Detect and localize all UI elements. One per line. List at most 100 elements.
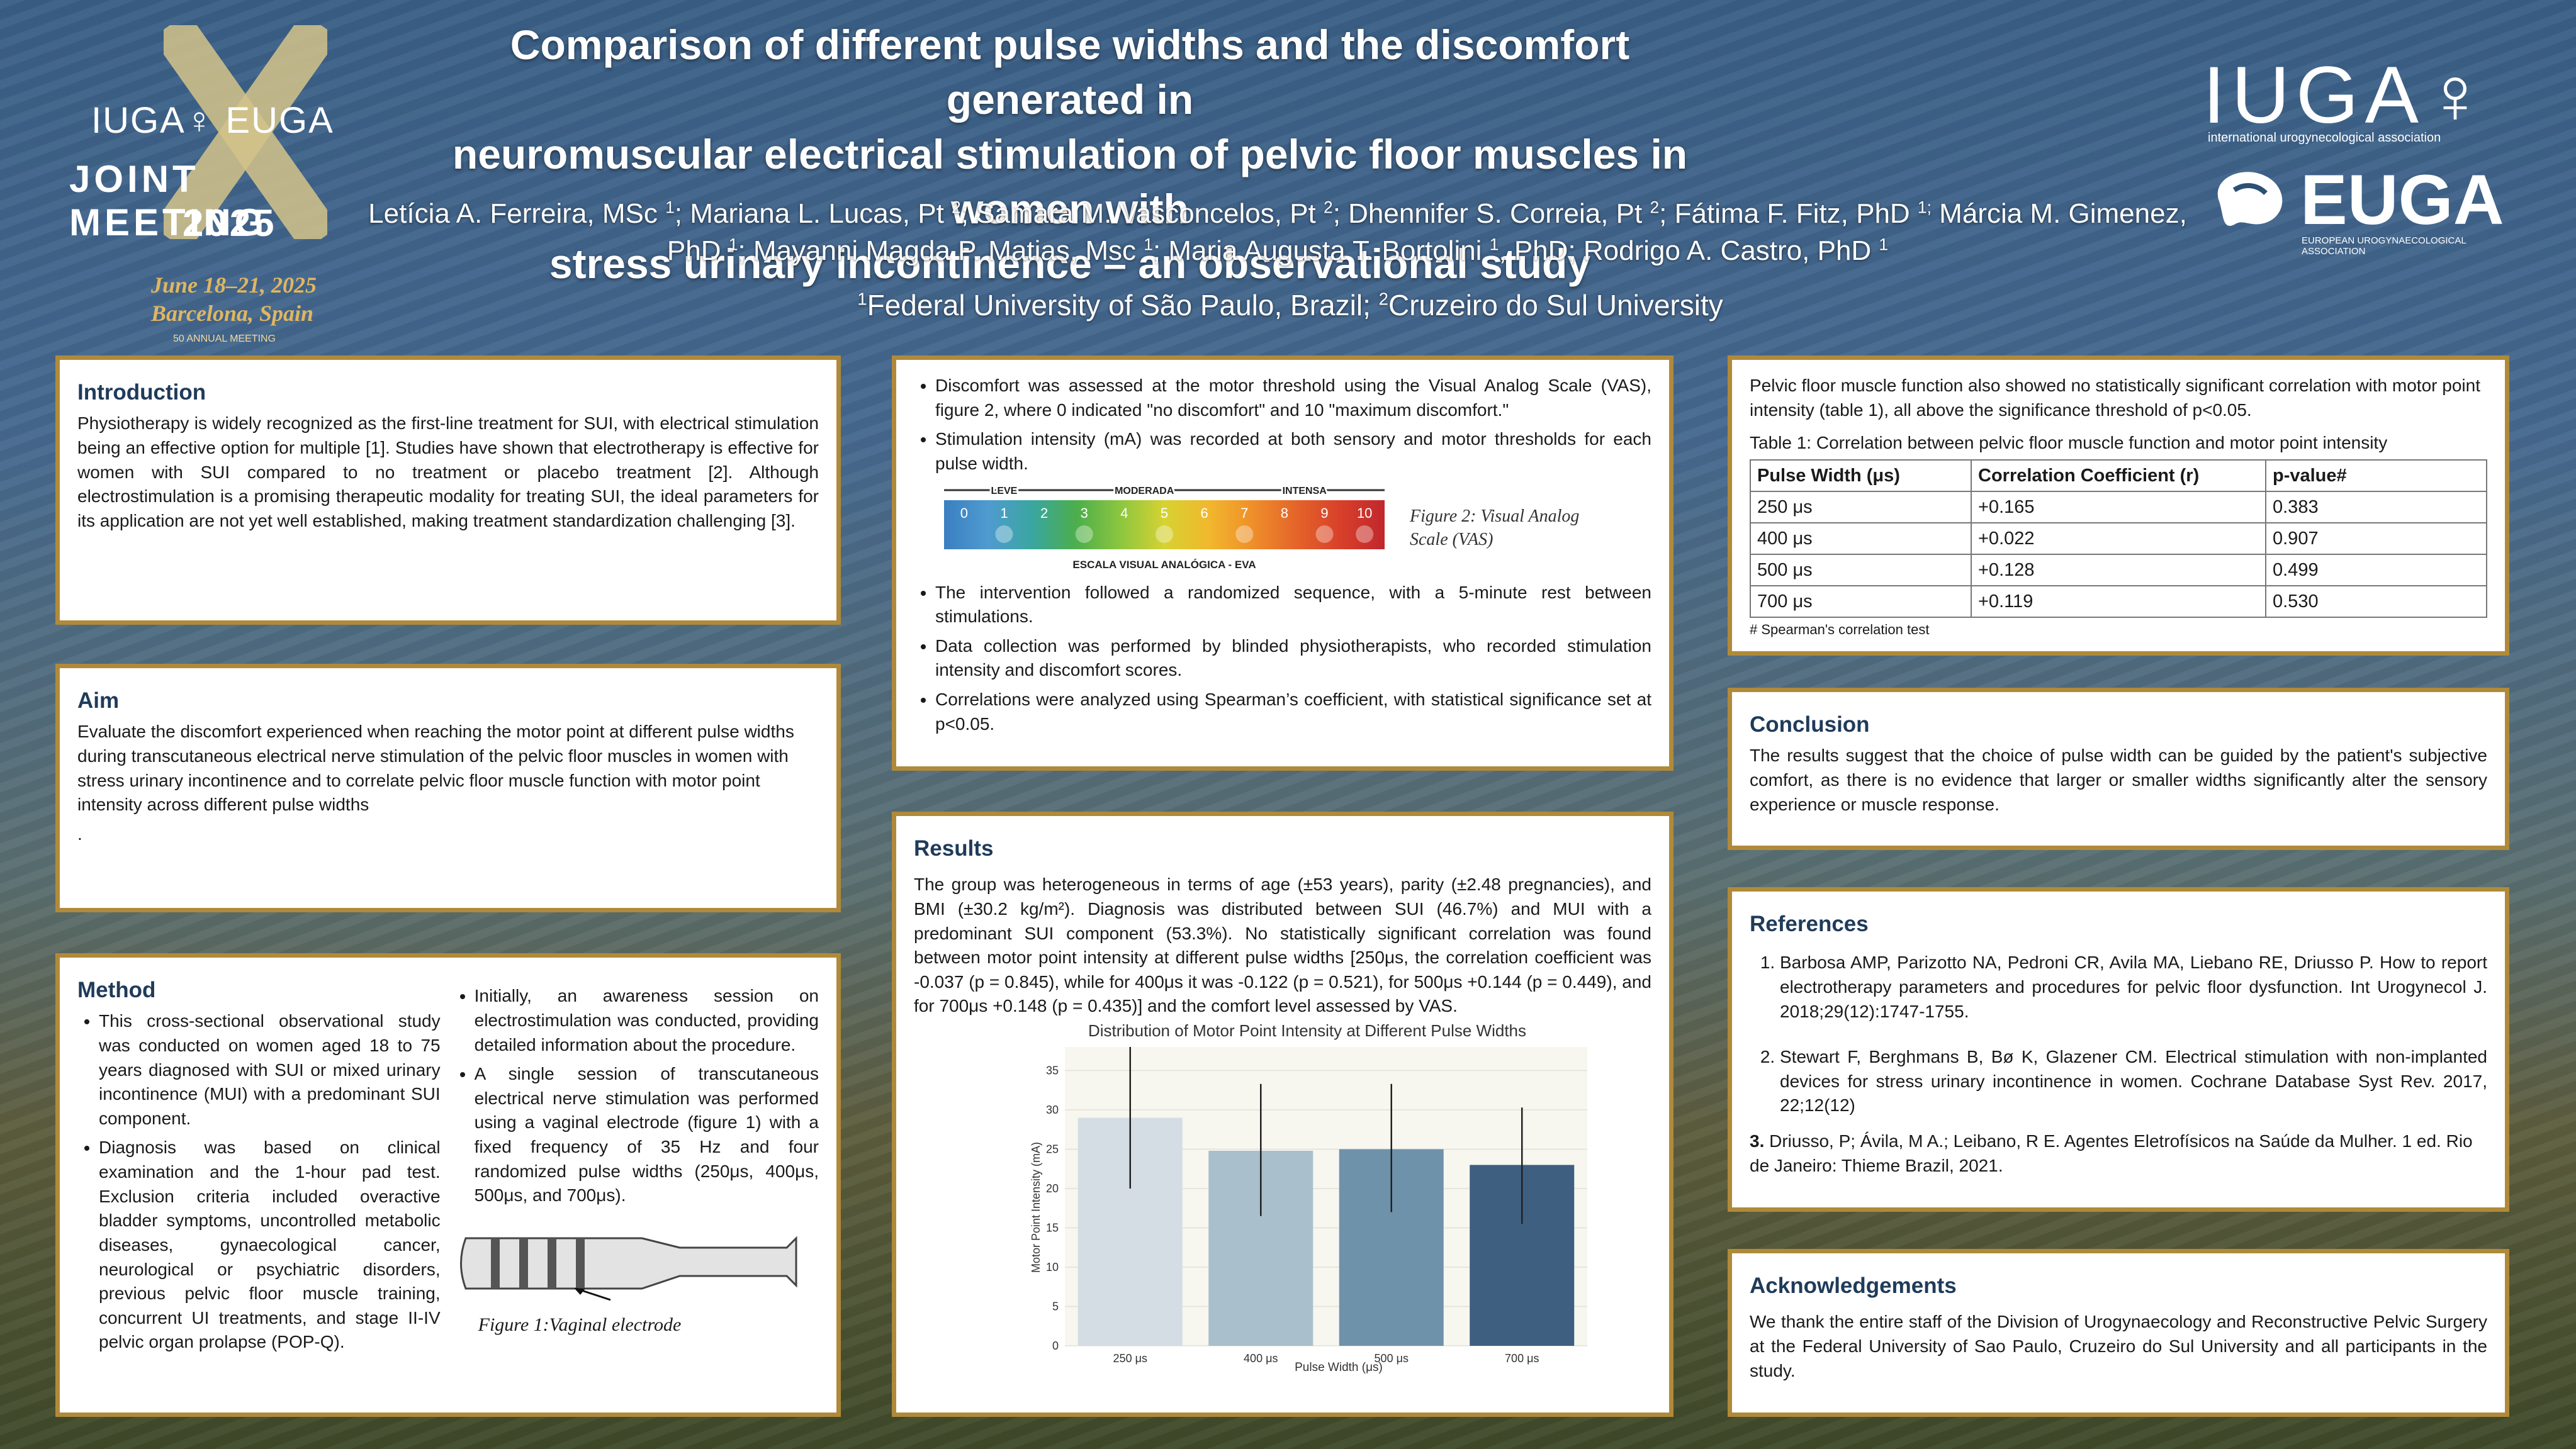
table-cell: 250 μs — [1750, 490, 1972, 523]
vas-face-icon — [1075, 525, 1093, 543]
author-name: Samara M. Vasconcelos, Pt — [976, 198, 1324, 229]
aim-heading: Aim — [77, 688, 120, 713]
affil-2: Cruzeiro do Sul University — [1388, 289, 1723, 322]
references-heading: References — [1750, 912, 1869, 936]
title-line-2: neuromuscular electrical stimulation of … — [452, 131, 1688, 233]
euga-logo: EUGA EUROPEAN UROGYNAECOLOGICAL ASSOCIAT… — [2206, 160, 2508, 257]
table-note: # Spearman's correlation test — [1750, 621, 1930, 637]
introduction-section: Introduction Physiotherapy is widely rec… — [55, 355, 841, 625]
author-affiliation-sup: 1 — [1879, 235, 1889, 254]
affil-1: Federal University of São Paulo, Brazil; — [867, 289, 1379, 322]
vas-number: 7 — [1240, 505, 1248, 521]
logo-year-text: 2025 — [183, 202, 277, 244]
vas-number: 10 — [1357, 505, 1372, 521]
title-line-1: Comparison of different pulse widths and… — [510, 21, 1630, 123]
y-tick-label: 5 — [1052, 1301, 1059, 1313]
pfm-table-section: Pelvic floor muscle function also showed… — [1728, 355, 2509, 656]
logo-joint-meeting-text: JOINT MEETING — [69, 158, 268, 243]
acknowledgements-section: Acknowledgements We thank the entire sta… — [1728, 1249, 2509, 1417]
method-bullet: Diagnosis was based on clinical examinat… — [99, 1136, 441, 1355]
methods-bullet: The intervention followed a randomized s… — [935, 581, 1651, 629]
y-tick-label: 0 — [1052, 1340, 1059, 1352]
table-cell: +0.128 — [1971, 553, 2266, 586]
x-tick-label: 400 μs — [1244, 1352, 1278, 1365]
vas-number: 5 — [1161, 505, 1168, 521]
vas-number: 6 — [1201, 505, 1208, 521]
chart-title: Distribution of Motor Point Intensity at… — [1088, 1021, 1526, 1040]
euga-bladder-icon — [2217, 172, 2283, 226]
methods-continued-section: Discomfort was assessed at the motor thr… — [892, 355, 1673, 771]
vas-footer: ESCALA VISUAL ANALÓGICA - EVA — [1072, 559, 1256, 571]
table-cell: 400 μs — [1750, 522, 1972, 555]
author-separator: , PhD; — [1499, 235, 1583, 267]
table-header-row: Pulse Width (μs) Correlation Coefficient… — [1750, 459, 2487, 492]
introduction-heading: Introduction — [77, 380, 206, 405]
author-separator: ; — [960, 198, 977, 229]
author-name: Mariana L. Lucas, Pt — [690, 198, 952, 229]
joint-meeting-logo: IUGA♀ EUGA JOINT MEETING 2025 June 18–21… — [57, 25, 409, 344]
vas-face-icon — [995, 525, 1013, 543]
x-tick-label: 250 μs — [1113, 1352, 1147, 1365]
conclusion-heading: Conclusion — [1750, 712, 1870, 737]
motor-point-bar-chart: Distribution of Motor Point Intensity at… — [1030, 1021, 1587, 1374]
author-name: Márcia M. Gimenez, PhD — [666, 198, 2187, 267]
table-header: Pulse Width (μs) — [1750, 459, 1972, 492]
affiliations: 1Federal University of São Paulo, Brazil… — [629, 288, 1951, 322]
method-list-col2: Initially, an awareness session on elect… — [453, 984, 819, 1208]
y-tick-label: 20 — [1046, 1182, 1059, 1195]
author-name: Fátima F. Fitz, PhD — [1674, 198, 1918, 229]
affil-2-sup: 2 — [1378, 289, 1388, 309]
x-mark-icon — [164, 25, 327, 239]
author-separator: ; — [674, 198, 690, 229]
iuga-subtitle: international urogynecological associati… — [2208, 131, 2441, 145]
vas-gradient-bar — [944, 500, 1385, 549]
affil-1-sup: 1 — [857, 289, 867, 309]
author-separator: ; — [1332, 198, 1349, 229]
method-section: Method This cross-sectional observationa… — [55, 953, 841, 1417]
table-row: 700 μs +0.119 0.530 — [1750, 585, 2487, 618]
vas-face-icon — [1156, 525, 1173, 543]
aim-dot: . — [77, 824, 82, 844]
author-affiliation-sup: 2 — [1324, 198, 1333, 217]
table-row: 250 μs +0.165 0.383 — [1750, 490, 2487, 523]
reference-3-text: Driusso, P; Ávila, M A.; Leibano, R E. A… — [1750, 1131, 2473, 1175]
chart-x-axis-label: Pulse Width (μs) — [1295, 1361, 1383, 1374]
author-affiliation-sup: 1 — [1489, 235, 1499, 254]
vas-category-label: LEVE — [991, 486, 1018, 496]
author-name: Rodrigo A. Castro, PhD — [1583, 235, 1879, 267]
vas-face-icon — [1235, 525, 1254, 543]
author-name: Letícia A. Ferreira, MSc — [368, 198, 666, 229]
correlation-table: Pulse Width (μs) Correlation Coefficient… — [1750, 459, 2487, 618]
table-row: 400 μs +0.022 0.907 — [1750, 522, 2487, 555]
x-tick-label: 500 μs — [1375, 1352, 1409, 1365]
aim-section: Aim Evaluate the discomfort experienced … — [55, 664, 841, 912]
x-tick-label: 700 μs — [1505, 1352, 1539, 1365]
y-tick-label: 25 — [1046, 1143, 1059, 1156]
methods-top-list: Discomfort was assessed at the motor thr… — [914, 374, 1651, 476]
vas-number: 8 — [1281, 505, 1288, 521]
poster-title: Comparison of different pulse widths and… — [441, 18, 1699, 292]
method-list-col1: This cross-sectional observational study… — [77, 1009, 441, 1360]
reference-item: Barbosa AMP, Parizotto NA, Pedroni CR, A… — [1780, 951, 2487, 1024]
results-heading: Results — [914, 836, 994, 861]
logo-dates-text: June 18–21, 2025 — [151, 272, 317, 298]
reference-item-3: 3. Driusso, P; Ávila, M A.; Leibano, R E… — [1750, 1129, 2487, 1178]
vas-number: 9 — [1320, 505, 1328, 521]
logo-iuga-euga-text: IUGA♀ EUGA — [91, 100, 334, 141]
conclusion-section: Conclusion The results suggest that the … — [1728, 688, 2509, 850]
author-separator: ; — [1152, 235, 1169, 267]
euga-wordmark: EUGA — [2300, 160, 2504, 239]
methods-bullet: Data collection was performed by blinded… — [935, 634, 1651, 683]
title-line-3: stress urinary incontinence – an observa… — [549, 240, 1591, 288]
y-tick-label: 15 — [1046, 1222, 1059, 1234]
introduction-text: Physiotherapy is widely recognized as th… — [77, 413, 819, 530]
vas-number: 3 — [1081, 505, 1088, 521]
vas-face-icon — [1315, 525, 1334, 543]
vas-number: 2 — [1040, 505, 1048, 521]
figure-2-caption-line-1: Figure 2: Visual Analog — [1410, 506, 1580, 527]
vaginal-electrode-figure — [459, 1236, 797, 1301]
vas-category-label: INTENSA — [1283, 486, 1327, 496]
author-name: Mayanni Magda P. Matias, Msc — [753, 235, 1144, 267]
author-separator — [1932, 198, 1939, 229]
table-1-title: Table 1: Correlation between pelvic floo… — [1750, 433, 2388, 453]
